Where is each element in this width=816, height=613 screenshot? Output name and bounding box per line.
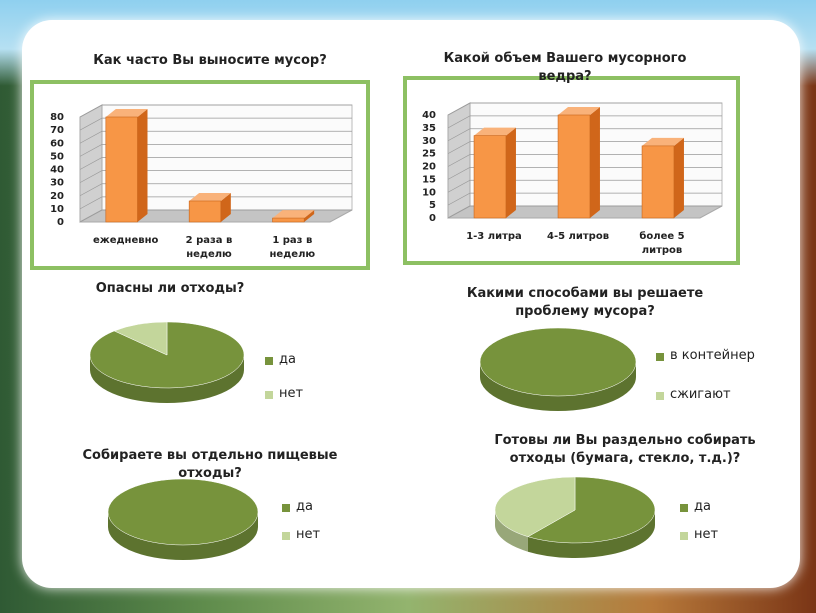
- bar-side: [589, 107, 600, 218]
- x-tick-label: 1 раз в неделю: [269, 235, 316, 260]
- y-tick-label: 35: [422, 123, 436, 134]
- grid-line: [79, 144, 352, 157]
- grid-line: [447, 115, 722, 129]
- chart-title: Опасны ли отходы?: [95, 281, 245, 296]
- grid-line: [447, 192, 722, 206]
- chart-title: Собираете вы отдельно пищевые отходы?: [82, 448, 338, 481]
- legend-swatch: [680, 504, 688, 512]
- bar-side: [505, 127, 516, 218]
- legend-swatch: [656, 392, 664, 400]
- legend-label: нет: [279, 386, 304, 401]
- x-tick-label: 2 раза в неделю: [185, 235, 233, 260]
- y-tick-label: 80: [50, 112, 64, 123]
- chart-title: Какой объем Вашего мусорного ведра?: [443, 51, 687, 84]
- bar-side: [137, 109, 148, 222]
- y-tick-label: 30: [422, 136, 436, 147]
- grid-line: [447, 128, 722, 142]
- y-tick-label: 0: [57, 217, 64, 228]
- legend-swatch: [656, 353, 664, 361]
- y-tick-label: 20: [50, 191, 64, 202]
- y-tick-label: 10: [422, 187, 436, 198]
- y-tick-label: 60: [50, 138, 64, 149]
- pie-side: [108, 512, 258, 560]
- y-tick-label: 50: [50, 151, 64, 162]
- legend-label: да: [694, 499, 711, 514]
- bar-side: [673, 137, 684, 218]
- legend-swatch: [265, 357, 273, 365]
- y-tick-label: 25: [422, 149, 436, 160]
- grid-line: [447, 102, 722, 116]
- chart-title: Какими способами вы решаете проблему мус…: [466, 286, 704, 319]
- bar-top: [189, 193, 231, 201]
- grid-line: [447, 154, 722, 167]
- bar-top: [105, 109, 148, 117]
- y-tick-label: 40: [422, 110, 436, 121]
- bar-top: [272, 210, 315, 219]
- bar: [473, 135, 507, 219]
- y-tick-label: 20: [422, 162, 436, 173]
- grid-line: [447, 167, 722, 180]
- legend-label: нет: [296, 527, 321, 542]
- pie-slice: [113, 321, 168, 356]
- bar-side: [304, 210, 315, 222]
- legend-swatch: [282, 532, 290, 540]
- grid-line: [447, 205, 722, 219]
- y-tick-label: 30: [50, 178, 64, 189]
- legend-swatch: [265, 391, 273, 399]
- grid-line: [447, 179, 722, 193]
- grid-line: [79, 104, 352, 118]
- pie-slice: [494, 476, 576, 537]
- grid-line: [79, 209, 352, 223]
- chart-title: Готовы ли Вы раздельно собирать отходы (…: [494, 433, 756, 466]
- pie-side: [495, 510, 528, 552]
- y-tick-label: 0: [429, 213, 436, 224]
- pie-slice: [527, 476, 656, 544]
- y-tick-label: 40: [50, 165, 64, 176]
- bar-top: [474, 127, 516, 136]
- grid-line: [79, 157, 352, 170]
- legend-swatch: [680, 532, 688, 540]
- y-tick-label: 15: [422, 174, 436, 185]
- bar-side: [220, 193, 231, 222]
- legend-swatch: [282, 504, 290, 512]
- grid-line: [79, 183, 352, 197]
- bar-top: [642, 137, 684, 146]
- pie-slice: [479, 327, 637, 397]
- grid-line: [79, 117, 352, 131]
- grid-line: [79, 170, 352, 183]
- legend-label: да: [279, 352, 296, 367]
- y-tick-label: 5: [429, 200, 436, 211]
- pie-slice: [107, 478, 259, 546]
- legend-label: в контейнер: [670, 348, 755, 363]
- bar: [105, 116, 138, 223]
- bar: [557, 114, 591, 219]
- x-tick-label: более 5 литров: [639, 231, 685, 256]
- chart-title: Как часто Вы выносите мусор?: [93, 53, 327, 68]
- legend-label: да: [296, 499, 313, 514]
- x-tick-label: 1-3 литра: [466, 231, 522, 242]
- legend-label: сжигают: [670, 387, 731, 402]
- legend-label: нет: [694, 527, 719, 542]
- bar: [272, 217, 305, 223]
- bar-top: [558, 107, 600, 115]
- grid-line: [79, 130, 352, 144]
- y-tick-label: 10: [50, 204, 64, 215]
- bar: [641, 145, 675, 219]
- pie-side: [480, 362, 636, 411]
- x-tick-label: 4-5 литров: [546, 231, 610, 242]
- x-tick-label: ежедневно: [92, 235, 159, 246]
- grid-line: [79, 196, 352, 210]
- y-tick-label: 70: [50, 125, 64, 136]
- pie-side: [90, 355, 244, 403]
- grid-line: [447, 141, 722, 154]
- pie-side: [527, 510, 655, 558]
- bar: [188, 200, 222, 223]
